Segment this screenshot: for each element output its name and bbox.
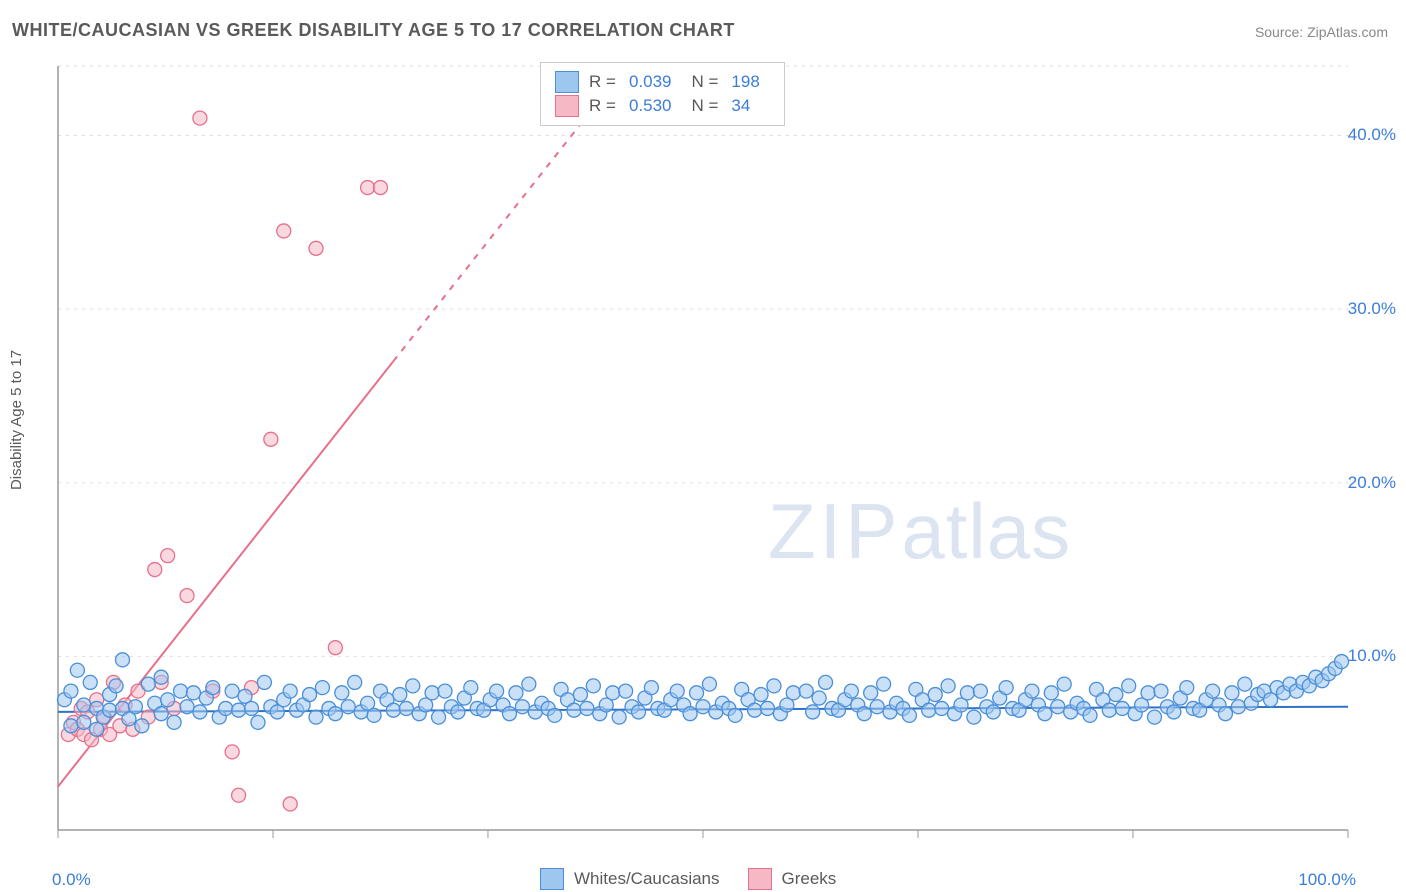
legend-R-value: 0.530 bbox=[629, 96, 672, 116]
legend-corr-row: R = 0.530 N = 34 bbox=[555, 95, 770, 117]
legend-swatch bbox=[748, 868, 772, 890]
source-credit: Source: ZipAtlas.com bbox=[1255, 24, 1388, 40]
legend-R-label: R = bbox=[589, 96, 616, 116]
legend-swatch bbox=[555, 95, 579, 117]
legend-swatch bbox=[540, 868, 564, 890]
y-axis-label: Disability Age 5 to 17 bbox=[8, 350, 25, 490]
chart-title: WHITE/CAUCASIAN VS GREEK DISABILITY AGE … bbox=[12, 20, 735, 41]
legend-N-value: 34 bbox=[731, 96, 750, 116]
legend-N-label: N = bbox=[691, 96, 718, 116]
legend-series-label: Whites/Caucasians bbox=[574, 869, 720, 889]
x-axis-min-label: 0.0% bbox=[52, 870, 91, 890]
y-axis-tick-label: 30.0% bbox=[1348, 299, 1396, 319]
y-axis-tick-label: 40.0% bbox=[1348, 125, 1396, 145]
y-axis-tick-label: 10.0% bbox=[1348, 646, 1396, 666]
chart-container: ZIPatlas bbox=[48, 56, 1386, 862]
legend-R-label: R = bbox=[589, 72, 616, 92]
scatter-chart bbox=[48, 56, 1386, 862]
legend-N-label: N = bbox=[691, 72, 718, 92]
legend-swatch bbox=[555, 71, 579, 93]
legend-R-value: 0.039 bbox=[629, 72, 672, 92]
y-axis-tick-label: 20.0% bbox=[1348, 473, 1396, 493]
legend-correlation-box: R = 0.039 N = 198 R = 0.530 N = 34 bbox=[540, 62, 785, 126]
legend-N-value: 198 bbox=[731, 72, 759, 92]
x-axis-max-label: 100.0% bbox=[1298, 870, 1356, 890]
legend-series: Whites/Caucasians Greeks bbox=[540, 868, 854, 890]
legend-series-label: Greeks bbox=[782, 869, 837, 889]
legend-corr-row: R = 0.039 N = 198 bbox=[555, 71, 770, 93]
